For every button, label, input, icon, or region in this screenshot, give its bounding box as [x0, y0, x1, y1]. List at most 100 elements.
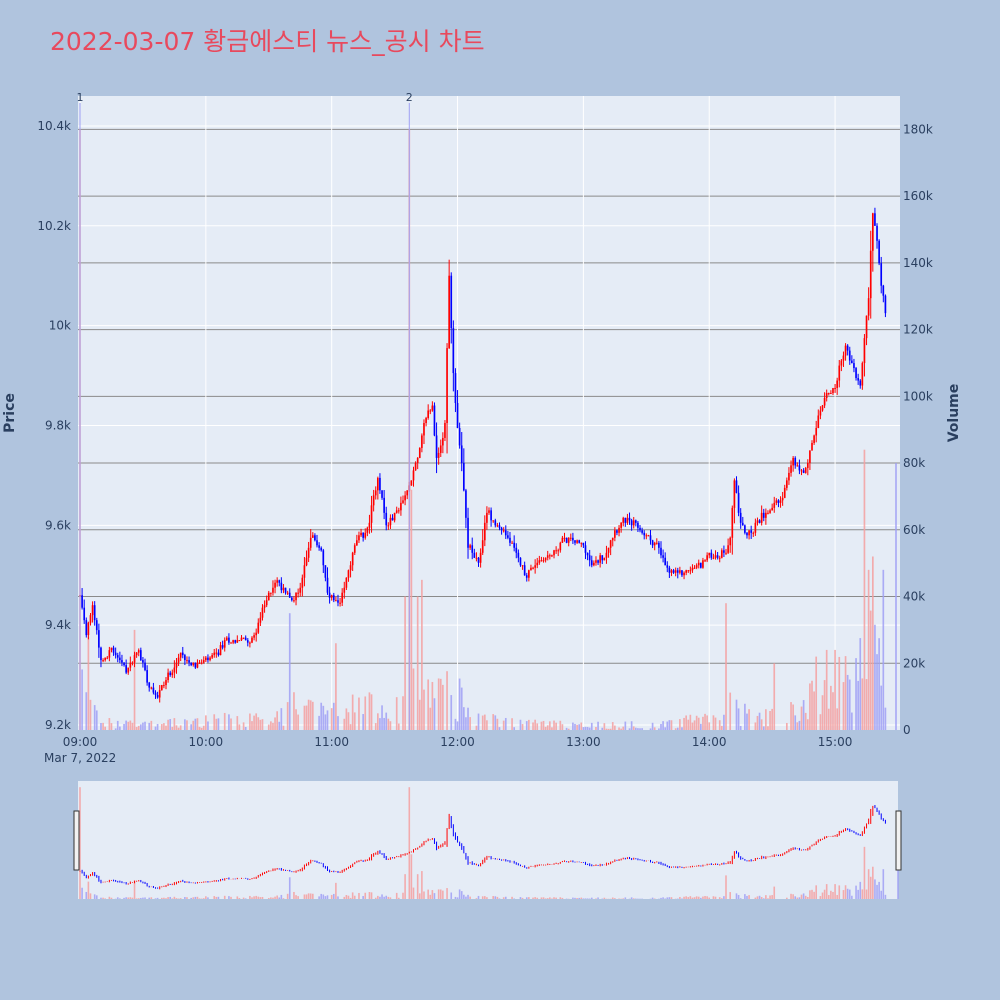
- range-slider-volume: [81, 887, 83, 899]
- volume-bar: [295, 709, 297, 730]
- volume-bar: [746, 713, 748, 730]
- range-slider-volume: [897, 849, 899, 899]
- range-slider-volume: [100, 897, 102, 899]
- volume-bar: [307, 699, 310, 730]
- time-tick-label: 12:00: [440, 735, 475, 749]
- volume-bar: [160, 724, 163, 730]
- candle-body: [578, 540, 581, 543]
- range-slider-volume: [630, 897, 633, 899]
- volume-bar: [540, 721, 543, 730]
- range-slider-left-handle[interactable]: [73, 810, 80, 871]
- candle-body: [217, 652, 220, 656]
- range-slider-volume: [851, 895, 853, 899]
- volume-bar: [318, 715, 320, 730]
- volume-bar: [603, 723, 606, 730]
- candle-body: [857, 378, 859, 381]
- range-slider-volume: [857, 889, 859, 899]
- volume-bar: [431, 681, 434, 730]
- volume-bar: [670, 720, 673, 730]
- range-slider-volume: [794, 896, 797, 899]
- candle-body: [622, 517, 625, 523]
- range-slider-volume: [484, 896, 486, 899]
- price-tick-label: 10.4k: [37, 119, 71, 133]
- range-slider-volume: [293, 891, 295, 899]
- candle-body: [372, 495, 375, 506]
- range-slider-volume: [721, 898, 723, 899]
- volume-bar: [618, 727, 620, 730]
- range-slider-background: [78, 781, 898, 899]
- volume-bar: [582, 727, 585, 730]
- volume-bar: [332, 702, 335, 730]
- volume-bar: [192, 720, 195, 730]
- candle-body: [731, 507, 734, 538]
- time-tick-label: 15:00: [818, 735, 853, 749]
- plot-background: [78, 96, 900, 730]
- candle-body: [165, 680, 167, 686]
- range-slider-volume: [704, 895, 706, 899]
- candle-body: [863, 338, 866, 364]
- range-slider-volume: [469, 896, 471, 899]
- volume-bar: [767, 726, 769, 730]
- volume-bar: [857, 680, 859, 730]
- volume-bar: [825, 649, 828, 730]
- range-slider-volume: [800, 894, 803, 899]
- candle-body: [559, 542, 562, 551]
- volume-bar: [685, 715, 687, 730]
- candle-body: [725, 552, 727, 554]
- range-slider-volume: [790, 893, 792, 899]
- candle-body: [91, 605, 94, 616]
- time-tick-label: 09:00: [63, 735, 98, 749]
- candle-body: [116, 655, 119, 658]
- candle-body: [819, 410, 822, 416]
- range-slider-volume: [477, 895, 480, 899]
- candle-body: [649, 535, 652, 541]
- volume-bar: [865, 679, 868, 730]
- range-slider-volume: [725, 875, 727, 899]
- volume-bar: [154, 726, 157, 730]
- range-slider-right-handle[interactable]: [895, 810, 902, 871]
- range-slider-volume: [408, 787, 411, 899]
- volume-bar: [184, 719, 186, 730]
- candle-body: [341, 592, 344, 603]
- volume-bar: [532, 722, 534, 730]
- candle-body: [133, 655, 136, 663]
- volume-bar: [95, 710, 98, 730]
- candle-body: [181, 652, 184, 656]
- range-slider-volume: [760, 897, 763, 899]
- candle-body: [100, 647, 102, 661]
- range-slider[interactable]: [73, 781, 902, 899]
- range-slider-volume: [842, 890, 845, 899]
- candle-body: [295, 592, 297, 601]
- range-slider-volume: [267, 897, 270, 899]
- volume-bar: [769, 711, 771, 730]
- volume-bar: [551, 727, 553, 730]
- volume-bar: [708, 722, 711, 730]
- candle-body: [660, 547, 662, 556]
- range-slider-volume: [611, 897, 614, 899]
- candle-body: [582, 542, 585, 546]
- range-slider-volume: [867, 869, 870, 899]
- candle-body: [454, 373, 457, 404]
- range-slider-volume: [173, 896, 176, 899]
- volume-bar: [607, 728, 610, 730]
- candle-body: [513, 542, 516, 548]
- candle-body: [672, 570, 675, 573]
- candle-body: [754, 522, 757, 533]
- candle-body: [517, 552, 520, 558]
- range-slider-volume: [297, 896, 299, 899]
- volume-bar: [404, 596, 406, 730]
- candle-body: [643, 532, 646, 536]
- range-slider-volume: [223, 895, 226, 899]
- range-slider-volume: [381, 894, 383, 899]
- candle-body: [779, 500, 782, 503]
- volume-bar: [173, 718, 176, 730]
- candle-body: [781, 497, 784, 501]
- candle-body: [114, 652, 117, 656]
- candle-body: [821, 405, 824, 411]
- candle-body: [387, 525, 390, 527]
- volume-bar: [834, 649, 836, 730]
- range-slider-volume: [374, 897, 377, 899]
- volume-bar: [704, 713, 706, 730]
- candle-body: [211, 655, 213, 658]
- candle-body: [412, 470, 415, 481]
